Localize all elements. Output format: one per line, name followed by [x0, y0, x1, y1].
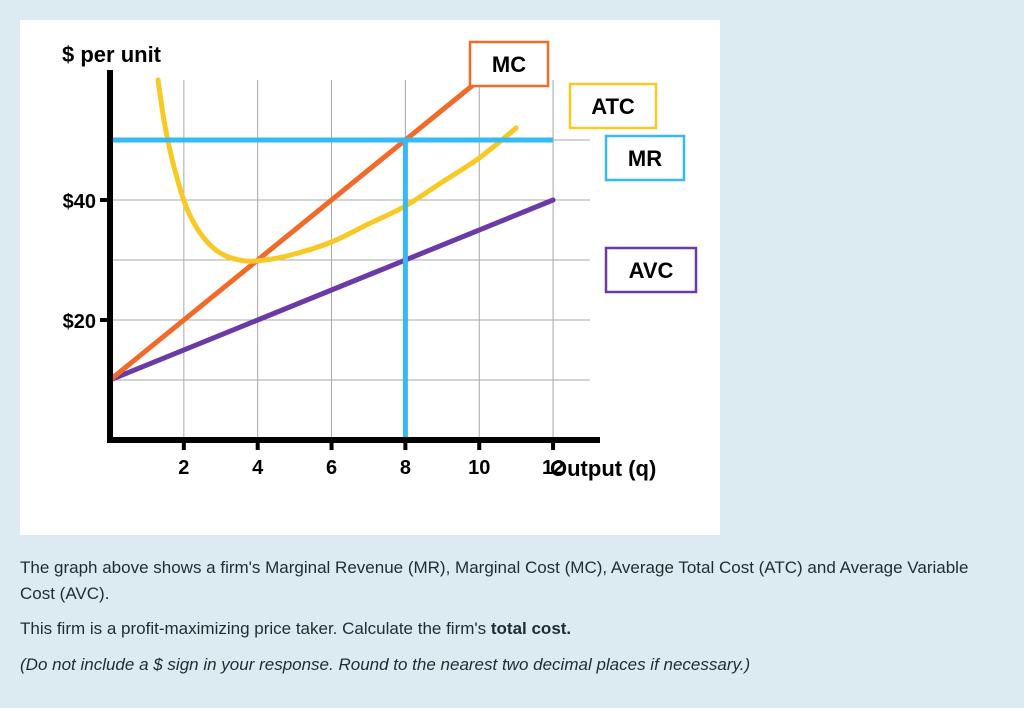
question-p1: The graph above shows a firm's Marginal …	[20, 555, 1004, 606]
svg-text:ATC: ATC	[591, 94, 635, 119]
svg-text:2: 2	[178, 457, 189, 479]
svg-text:$40: $40	[63, 191, 96, 213]
economics-chart: 24681012$20$40$ per unitOutput (q)MCATCM…	[30, 30, 710, 530]
svg-text:8: 8	[400, 457, 411, 479]
svg-text:MC: MC	[492, 52, 526, 77]
question-text: The graph above shows a firm's Marginal …	[20, 555, 1004, 677]
svg-text:10: 10	[468, 457, 490, 479]
svg-text:4: 4	[252, 457, 264, 479]
svg-text:$ per unit: $ per unit	[62, 42, 162, 67]
chart-container: 24681012$20$40$ per unitOutput (q)MCATCM…	[20, 20, 720, 535]
svg-text:$20: $20	[63, 311, 96, 333]
svg-text:MR: MR	[628, 146, 662, 171]
question-p3: (Do not include a $ sign in your respons…	[20, 652, 1004, 678]
svg-text:6: 6	[326, 457, 337, 479]
svg-text:AVC: AVC	[629, 258, 674, 283]
question-p2: This firm is a profit-maximizing price t…	[20, 616, 1004, 642]
svg-text:Output (q): Output (q)	[550, 456, 656, 481]
